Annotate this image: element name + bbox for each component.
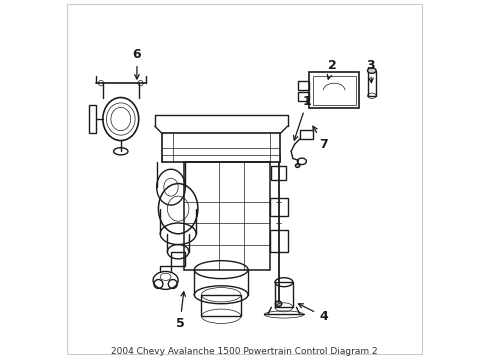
Bar: [298, 81, 308, 90]
Bar: [88, 105, 96, 134]
Ellipse shape: [367, 68, 375, 73]
Text: 6: 6: [132, 48, 141, 79]
Text: 4: 4: [298, 304, 327, 323]
Text: 5: 5: [175, 292, 185, 330]
Text: 2: 2: [326, 59, 336, 79]
Text: 1: 1: [293, 95, 311, 140]
Bar: [269, 198, 287, 216]
Text: 2004 Chevy Avalanche 1500 Powertrain Control Diagram 2: 2004 Chevy Avalanche 1500 Powertrain Con…: [111, 347, 377, 356]
Bar: [171, 252, 185, 266]
Ellipse shape: [275, 301, 281, 306]
Bar: [300, 130, 312, 139]
Bar: [367, 71, 375, 96]
Bar: [162, 134, 280, 162]
Ellipse shape: [295, 164, 299, 167]
Bar: [312, 76, 355, 105]
Bar: [308, 72, 359, 108]
Text: 3: 3: [365, 59, 373, 82]
Bar: [269, 230, 287, 252]
Bar: [183, 162, 269, 270]
Bar: [271, 166, 285, 180]
Bar: [298, 92, 308, 101]
Text: 7: 7: [312, 126, 327, 150]
Bar: [201, 295, 241, 316]
Bar: [274, 282, 292, 307]
